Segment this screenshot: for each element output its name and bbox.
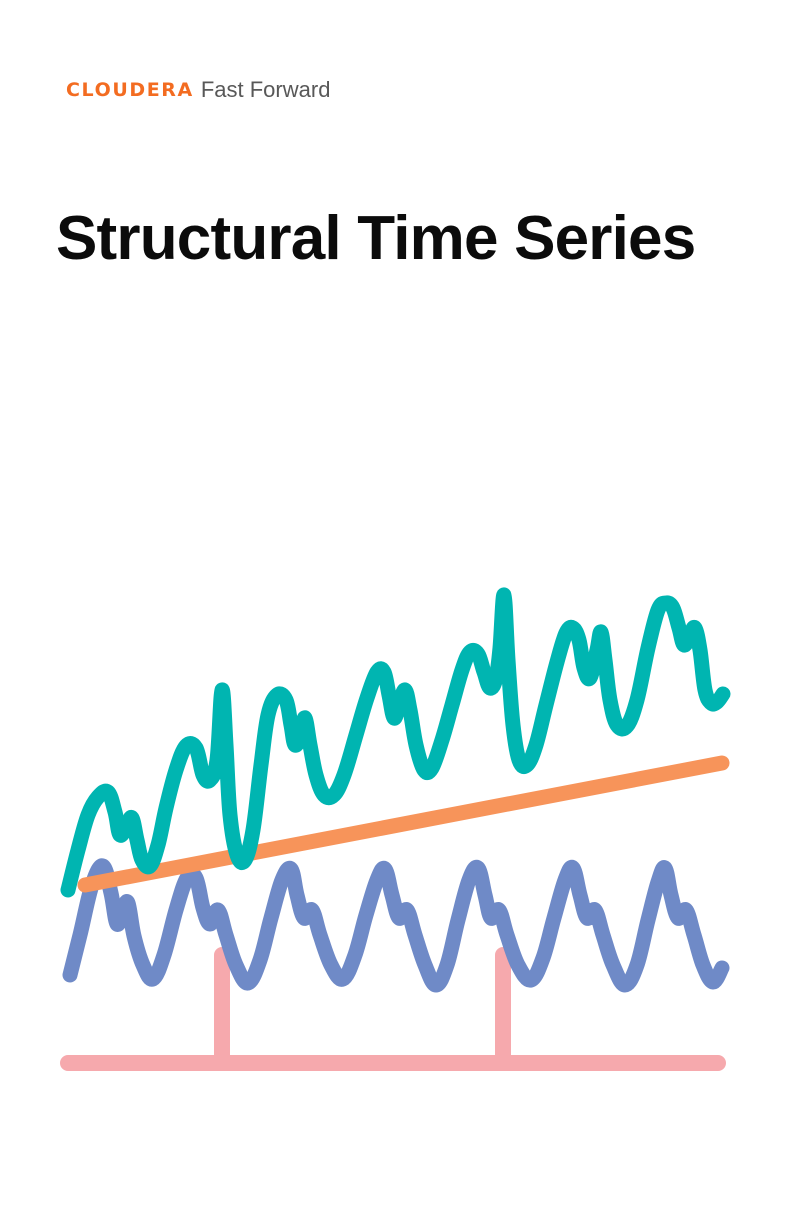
brand-subtitle: Fast Forward	[200, 77, 331, 102]
brand-name: CLOUDERA	[66, 79, 194, 101]
holiday-line	[60, 947, 726, 1071]
trend-line	[77, 755, 730, 893]
brand-logo: CLOUDERA Fast Forward	[66, 75, 330, 105]
report-title: Structural Time Series	[56, 204, 696, 273]
time-series-illustration	[60, 587, 731, 1071]
observed-line	[60, 587, 731, 898]
seasonal-line	[62, 858, 730, 993]
